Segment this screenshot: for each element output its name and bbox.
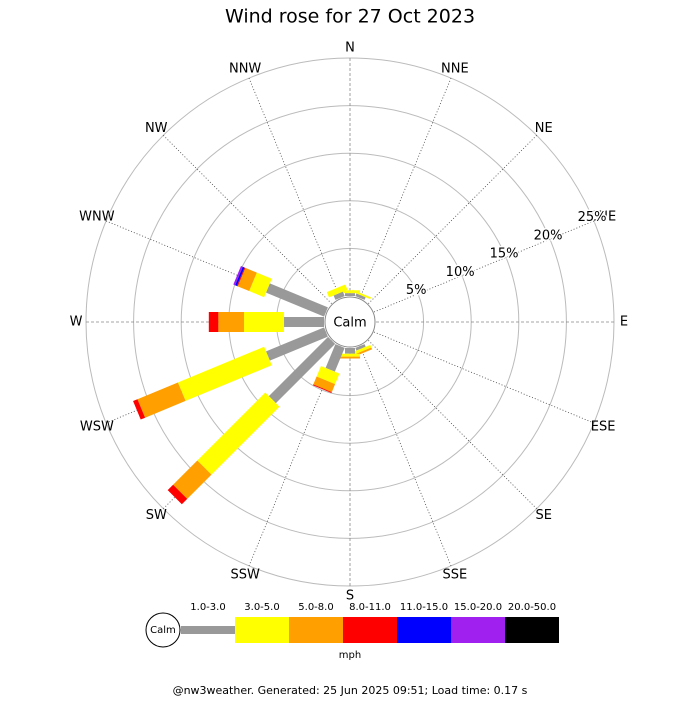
wind-bar-segment bbox=[239, 276, 241, 277]
direction-label: ESE bbox=[591, 419, 616, 434]
legend-calm-label: Calm bbox=[150, 625, 176, 636]
wind-bar-segment bbox=[338, 294, 340, 298]
ring-label: 15% bbox=[490, 247, 519, 262]
ring-label: 25% bbox=[578, 210, 607, 225]
legend-label: 1.0-3.0 bbox=[190, 602, 225, 613]
legend-label: 20.0-50.0 bbox=[508, 602, 556, 613]
legend-swatch bbox=[235, 617, 289, 643]
legend-swatch bbox=[343, 617, 397, 643]
wind-bar-segment bbox=[326, 370, 330, 381]
wind-bar-segment bbox=[242, 277, 253, 282]
wind-bar-segment bbox=[323, 380, 326, 388]
legend-label: 11.0-15.0 bbox=[400, 602, 448, 613]
direction-label: E bbox=[620, 315, 628, 330]
chart-title: Wind rose for 27 Oct 2023 bbox=[225, 6, 475, 28]
direction-label: NNW bbox=[229, 61, 261, 76]
legend-label: 3.0-5.0 bbox=[244, 602, 279, 613]
legend-swatch bbox=[289, 617, 343, 643]
direction-label: NW bbox=[145, 121, 168, 136]
wind-bar-segment bbox=[360, 295, 361, 298]
ring-label: 20% bbox=[534, 228, 563, 243]
wind-bar-segment bbox=[175, 492, 180, 497]
direction-label: W bbox=[70, 315, 83, 330]
direction-label: SSE bbox=[442, 568, 467, 583]
legend-swatch bbox=[181, 626, 235, 634]
direction-label: NNE bbox=[441, 61, 469, 76]
wind-bar-segment bbox=[253, 282, 268, 288]
legend-unit: mph bbox=[339, 650, 361, 661]
direction-label: SSW bbox=[230, 568, 260, 583]
ring-label: 10% bbox=[446, 265, 475, 280]
wind-bar-segment bbox=[137, 408, 141, 410]
legend-label: 15.0-20.0 bbox=[454, 602, 502, 613]
direction-label: SW bbox=[146, 508, 167, 523]
legend-swatch bbox=[451, 617, 505, 643]
direction-label: N bbox=[345, 41, 355, 56]
direction-label: NE bbox=[535, 121, 553, 136]
calm-label: Calm bbox=[333, 316, 366, 331]
legend-label: 8.0-11.0 bbox=[349, 602, 391, 613]
wind-bar-segment bbox=[336, 288, 338, 293]
wind-bar-segment bbox=[237, 275, 239, 276]
wind-bar-segment bbox=[362, 351, 363, 353]
wind-bar-segment bbox=[361, 294, 362, 296]
wind-bar-segment bbox=[361, 349, 362, 352]
direction-label: WSW bbox=[80, 419, 114, 434]
footer: @nw3weather. Generated: 25 Jun 2025 09:5… bbox=[173, 684, 528, 697]
wind-bar-segment bbox=[360, 346, 361, 349]
direction-label: WNW bbox=[79, 210, 115, 225]
legend-swatch bbox=[397, 617, 451, 643]
legend-swatch bbox=[505, 617, 559, 643]
direction-label: SE bbox=[536, 508, 552, 523]
legend-label: 5.0-8.0 bbox=[298, 602, 333, 613]
ring-label: 5% bbox=[406, 283, 427, 298]
